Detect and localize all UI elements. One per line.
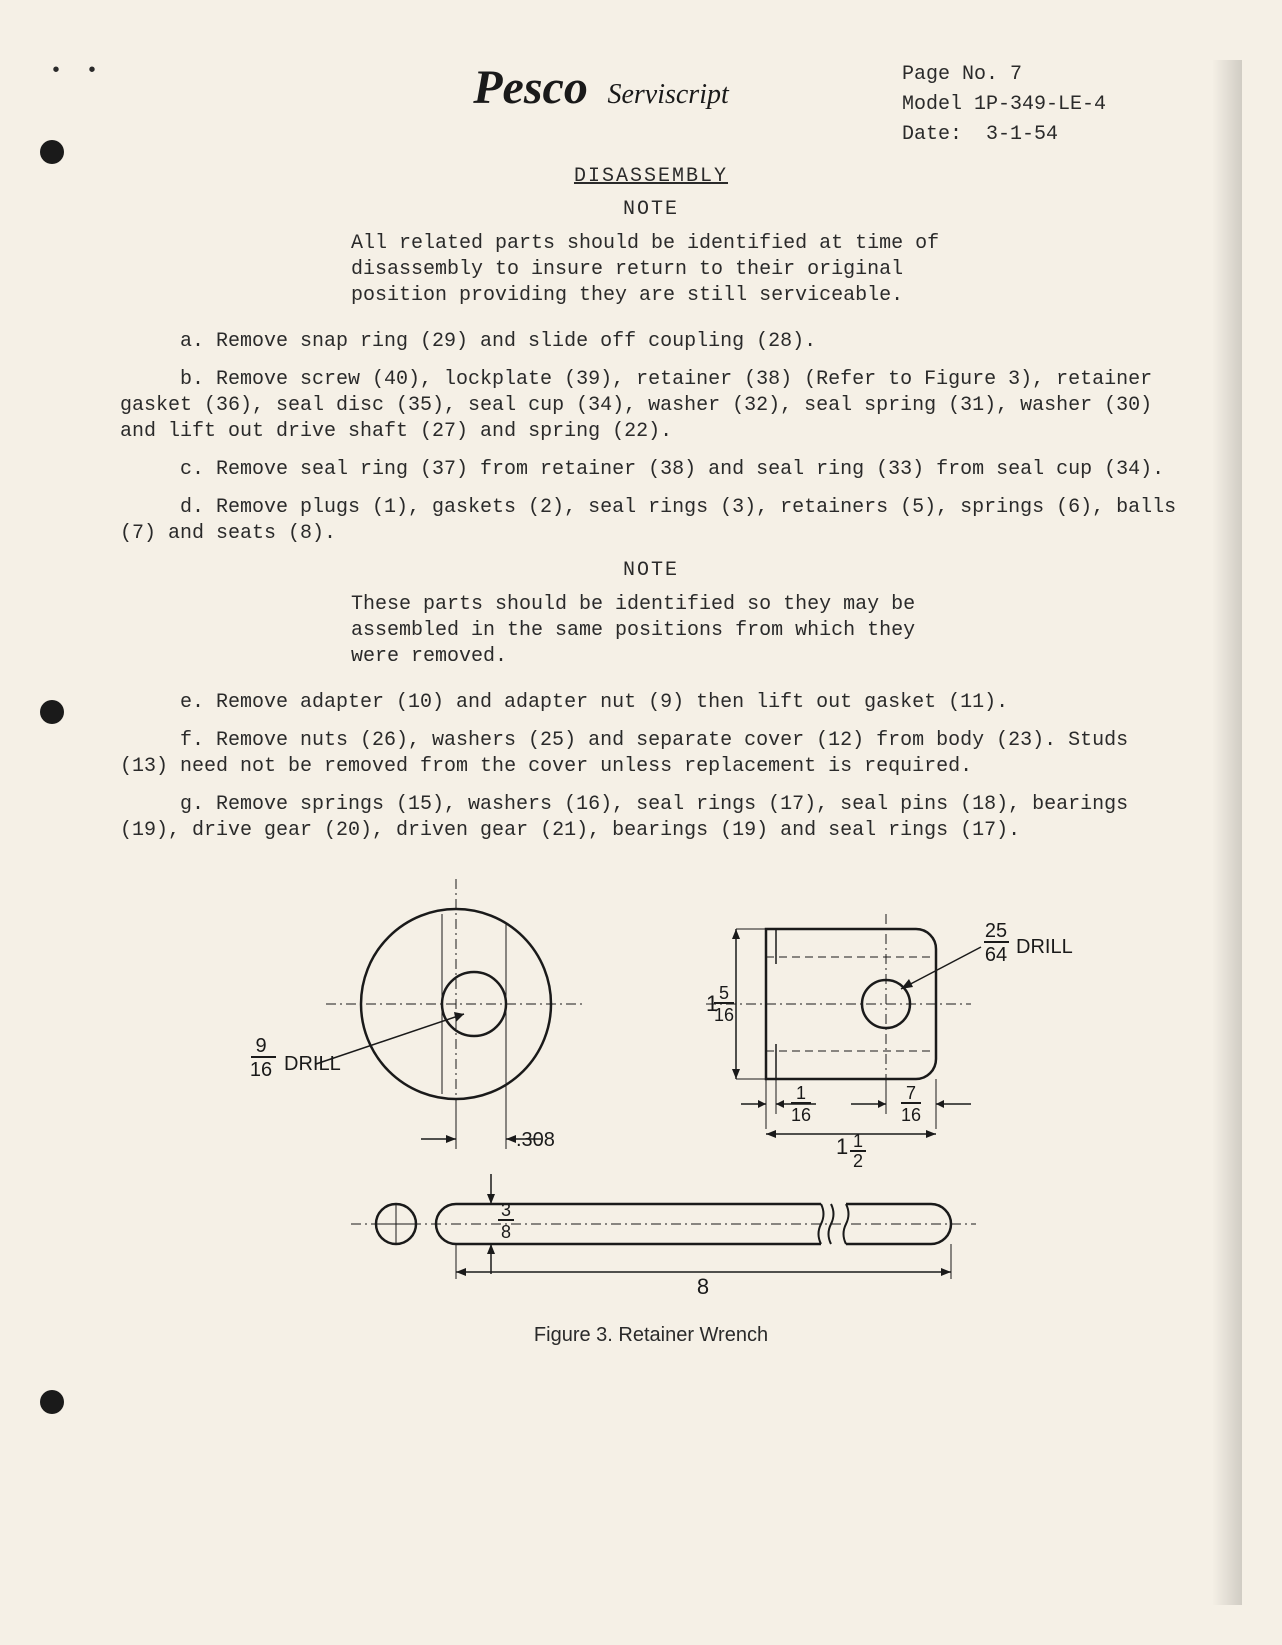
height-num: 5 <box>719 983 729 1003</box>
length: 8 <box>697 1274 709 1299</box>
right-den: 16 <box>901 1105 921 1125</box>
width-den: 2 <box>853 1151 863 1171</box>
section-title: DISASSEMBLY <box>120 165 1182 188</box>
figure-area: 9 16 DRILL .308 <box>120 874 1182 1347</box>
item-f: f. Remove nuts (26), washers (25) and se… <box>120 728 1182 780</box>
item-d: d. Remove plugs (1), gaskets (2), seal r… <box>120 495 1182 547</box>
scan-mark: • • <box>50 60 98 83</box>
side-view: 3 8 8 <box>351 1174 976 1299</box>
note-label: NOTE <box>120 559 1182 582</box>
page-edge-shadow <box>1212 60 1242 1605</box>
header-info: Page No. 7 Model 1P-349-LE-4 Date: 3-1-5… <box>902 60 1182 150</box>
note-label: NOTE <box>120 198 1182 221</box>
header-row: Pesco Serviscript Page No. 7 Model 1P-34… <box>120 60 1182 150</box>
right-num: 7 <box>906 1083 916 1103</box>
punch-hole <box>40 140 64 164</box>
circle-view: 9 16 DRILL .308 <box>250 879 586 1151</box>
figure-drawing: 9 16 DRILL .308 <box>226 874 1076 1304</box>
figure-caption: Figure 3. Retainer Wrench <box>120 1324 1182 1347</box>
left-den: 16 <box>791 1105 811 1125</box>
page-container: • • Pesco Serviscript Page No. 7 Model 1… <box>120 60 1182 1605</box>
drill-den: 64 <box>985 944 1007 966</box>
offset-dim: .308 <box>516 1129 555 1151</box>
page-no-value: 7 <box>1010 63 1022 86</box>
item-g: g. Remove springs (15), washers (16), se… <box>120 792 1182 844</box>
height-den: 16 <box>714 1005 734 1025</box>
item-e: e. Remove adapter (10) and adapter nut (… <box>120 690 1182 716</box>
note-text: All related parts should be identified a… <box>351 231 951 309</box>
date-line: Date: 3-1-54 <box>902 120 1182 150</box>
drill-den: 16 <box>250 1059 272 1081</box>
h-num: 3 <box>501 1200 511 1220</box>
brand-logo: Pesco <box>473 60 588 115</box>
drill-label: DRILL <box>1016 936 1073 958</box>
brand-subtitle: Serviscript <box>607 79 728 110</box>
drill-num: 25 <box>985 920 1007 942</box>
h-den: 8 <box>501 1222 511 1242</box>
punch-hole <box>40 1390 64 1414</box>
model-value: 1P-349-LE-4 <box>974 93 1106 116</box>
punch-hole <box>40 700 64 724</box>
page-number-line: Page No. 7 <box>902 60 1182 90</box>
left-num: 1 <box>796 1083 806 1103</box>
drill-label: DRILL <box>284 1053 341 1075</box>
item-b: b. Remove screw (40), lockplate (39), re… <box>120 367 1182 445</box>
width-whole: 1 <box>836 1134 848 1159</box>
item-a: a. Remove snap ring (29) and slide off c… <box>120 329 1182 355</box>
page-no-label: Page No. <box>902 63 998 86</box>
model-line: Model 1P-349-LE-4 <box>902 90 1182 120</box>
rect-view: 25 64 DRILL 1 5 16 <box>706 914 1073 1171</box>
logo-area: Pesco Serviscript <box>120 60 902 115</box>
drill-num: 9 <box>255 1035 266 1057</box>
width-num: 1 <box>853 1131 863 1151</box>
item-c: c. Remove seal ring (37) from retainer (… <box>120 457 1182 483</box>
date-label: Date: <box>902 123 962 146</box>
note-text: These parts should be identified so they… <box>351 592 951 670</box>
model-label: Model <box>902 93 962 116</box>
date-value: 3-1-54 <box>986 123 1058 146</box>
